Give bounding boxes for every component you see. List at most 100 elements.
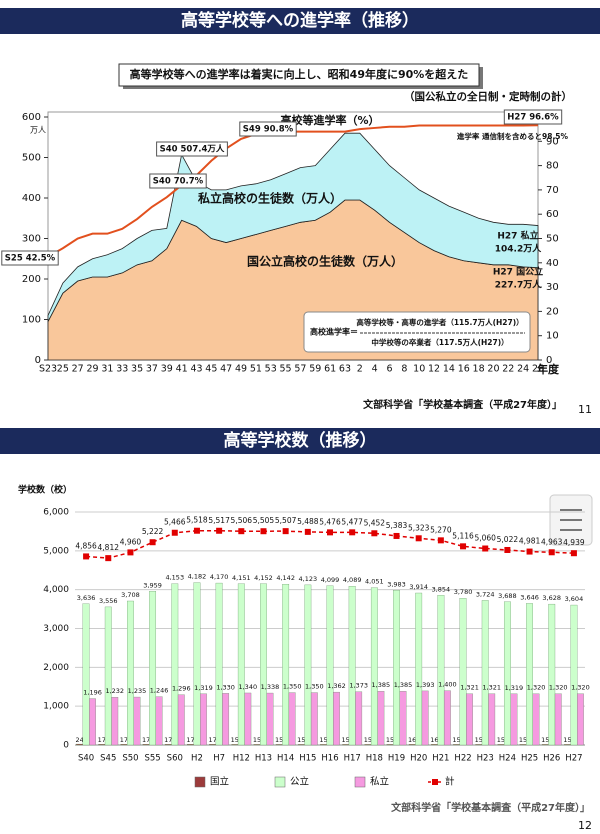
annotation: 私立高校の生徒数（万人） [197,191,342,206]
legend-swatch [354,776,366,788]
value-label: 15 [297,736,305,744]
y2-tick-label: 50 [546,234,559,245]
x-tick-label: 51 [250,364,262,375]
value-label: 15 [541,736,549,744]
chart-title: 高等学校等への進学率は着実に向上し、昭和49年度に90%を超えた [130,67,469,81]
value-label: 1,350 [305,683,324,691]
y-tick-label: 4,000 [43,585,69,595]
value-label: 4,123 [299,575,318,583]
x-tick-label: H2 [191,754,203,764]
bar [541,744,549,746]
annotation-box [149,173,207,189]
x-tick-label: 41 [176,364,188,375]
x-tick-label: 6 [386,364,392,375]
bar [231,744,239,746]
bar [266,692,274,746]
x-tick-label: H26 [543,754,560,764]
x-tick-label: 57 [294,364,306,375]
y-tick-label: 200 [22,274,41,285]
bar [386,744,394,746]
bar [443,690,451,746]
bar [526,603,533,746]
bar [222,693,230,746]
legend-swatch [274,776,286,788]
annotation: S25 42.5% [5,254,56,264]
value-label: 3,708 [121,591,140,599]
total-marker [171,529,178,536]
x-tick-label: H23 [477,754,494,764]
value-label: 4,960 [120,537,142,546]
bar [393,590,400,746]
value-label: 15 [319,736,327,744]
y-tick-label: 0 [63,741,69,751]
bar [89,698,96,746]
value-label: 5,517 [208,516,230,525]
value-label: 3,556 [99,597,118,605]
value-label: 15 [364,736,372,744]
bar [408,744,416,746]
annotation: 高校進学率＝ [310,327,358,337]
value-label: 5,116 [452,531,474,540]
bar [333,691,340,746]
value-label: 3,628 [542,594,561,602]
chart-subtitle: （国公私立の全日制・定時制の計） [404,90,572,103]
bar [475,744,483,746]
annotation: 104.2万人 [495,243,542,255]
source: 文部科学省「学校基本調査（平成27年度）」 [363,398,562,411]
value-label: 1,320 [571,684,590,692]
bar [76,743,83,746]
x-tick-label: H21 [432,754,449,764]
header-band [0,428,600,454]
y2-tick-label: 90 [546,136,559,147]
legend-label: 私立 [370,776,389,788]
annotation: 高校等進学率（%） [280,113,379,127]
annotation: H27 私立 [497,230,538,242]
bar [120,744,128,746]
total-marker [371,530,378,537]
value-label: 1,393 [416,681,435,689]
bar [297,744,305,746]
legend-swatch [194,776,206,788]
x-tick-label: 4 [372,364,378,375]
bar [497,744,505,746]
bar [193,582,201,746]
bar [459,598,467,746]
value-label: 5,518 [186,516,208,525]
x-tick-label: 45 [205,364,217,375]
value-label: 1,362 [327,682,346,690]
bar [142,744,150,746]
value-label: 1,385 [372,681,391,689]
bar [453,744,460,746]
x-tick-label: 29 [86,364,98,375]
value-label: 1,319 [194,684,213,692]
value-label: 4,856 [75,541,97,550]
x-tick-label: 27 [72,364,84,375]
x-tick-label: 8 [401,364,407,375]
x-tick-label: S40 [78,754,94,764]
annotation: S49 90.8% [243,125,294,135]
total-marker [260,528,267,535]
y2-tick-label: 0 [546,355,552,366]
total-marker [127,549,134,556]
x-tick-label: 25 [57,364,69,375]
y-tick-label: 300 [22,234,41,245]
formula-box [303,311,531,353]
x-tick-label: H16 [321,754,338,764]
bar [415,592,423,746]
x-tick-label: 33 [116,364,128,375]
menu-icon[interactable] [549,494,593,546]
legend-label: 国立 [210,776,229,788]
x-axis-label: 年度 [537,362,560,376]
x-tick-label: 26 [532,364,544,375]
bar [260,583,267,746]
value-label: 1,321 [460,684,479,692]
bar [253,744,261,746]
total-marker [482,545,489,552]
y-unit: 万人 [30,126,46,135]
value-label: 3,688 [498,592,517,600]
value-label: 1,338 [261,683,280,691]
x-tick-label: 37 [146,364,158,375]
value-label: 1,385 [394,681,413,689]
value-label: 1,296 [172,685,191,693]
y-tick-label: 400 [22,193,41,204]
